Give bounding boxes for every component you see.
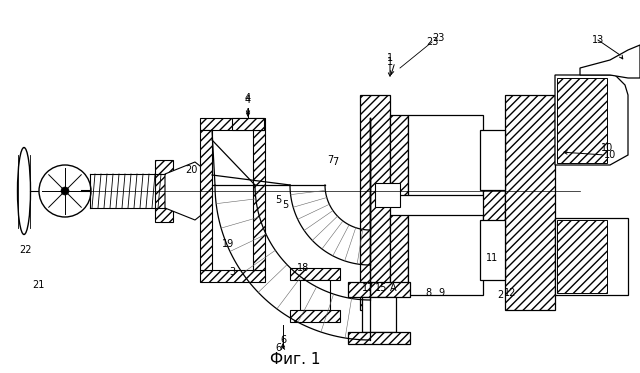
Bar bbox=[360, 95, 390, 310]
Text: 21: 21 bbox=[32, 280, 44, 290]
Bar bbox=[408, 120, 423, 190]
Bar bbox=[375, 183, 400, 207]
Bar bbox=[462, 220, 477, 290]
Text: 22: 22 bbox=[19, 245, 31, 255]
Text: 6: 6 bbox=[280, 335, 286, 345]
Text: 23: 23 bbox=[432, 33, 444, 43]
Polygon shape bbox=[165, 162, 205, 220]
Text: 7: 7 bbox=[332, 157, 338, 167]
Text: 13: 13 bbox=[592, 35, 604, 45]
Bar bbox=[362, 297, 396, 332]
Bar bbox=[348, 332, 410, 344]
Bar bbox=[290, 268, 340, 280]
Text: 17: 17 bbox=[362, 283, 374, 293]
Bar bbox=[426, 120, 441, 190]
Bar bbox=[300, 280, 330, 310]
Bar bbox=[155, 160, 173, 222]
Bar bbox=[557, 78, 607, 163]
Bar bbox=[483, 150, 505, 260]
Text: 18: 18 bbox=[297, 263, 309, 273]
Text: 2: 2 bbox=[497, 290, 503, 300]
Bar bbox=[200, 270, 265, 282]
Bar bbox=[253, 130, 265, 270]
Text: 3: 3 bbox=[229, 267, 235, 277]
Bar bbox=[480, 220, 505, 280]
Text: 19: 19 bbox=[222, 239, 234, 249]
Bar bbox=[408, 115, 483, 195]
Text: 9: 9 bbox=[438, 288, 444, 298]
Bar bbox=[444, 120, 459, 190]
Text: 10: 10 bbox=[601, 143, 613, 153]
Bar bbox=[426, 220, 441, 290]
Text: A: A bbox=[390, 283, 396, 293]
Ellipse shape bbox=[17, 147, 31, 235]
Text: 12: 12 bbox=[504, 288, 516, 298]
Bar bbox=[408, 215, 483, 295]
Bar bbox=[200, 130, 212, 270]
Circle shape bbox=[61, 187, 69, 195]
Polygon shape bbox=[580, 45, 640, 78]
Text: 7: 7 bbox=[327, 155, 333, 165]
Bar bbox=[462, 120, 477, 190]
Text: 4: 4 bbox=[245, 93, 251, 103]
Text: 1: 1 bbox=[387, 57, 393, 67]
Bar bbox=[390, 115, 408, 195]
Text: 1: 1 bbox=[387, 53, 393, 63]
Circle shape bbox=[39, 165, 91, 217]
Bar bbox=[505, 95, 555, 310]
Bar bbox=[444, 220, 459, 290]
Polygon shape bbox=[555, 218, 628, 295]
Text: 5: 5 bbox=[282, 200, 288, 210]
Text: 8: 8 bbox=[425, 288, 431, 298]
Bar bbox=[290, 310, 340, 322]
Bar bbox=[232, 118, 264, 130]
Bar bbox=[390, 215, 408, 295]
Text: Фиг. 1: Фиг. 1 bbox=[269, 352, 320, 367]
Text: 10: 10 bbox=[604, 150, 616, 160]
Text: 11: 11 bbox=[486, 253, 498, 263]
Text: 4: 4 bbox=[245, 95, 251, 105]
Text: 15: 15 bbox=[375, 283, 387, 293]
Text: 20: 20 bbox=[185, 165, 197, 175]
Bar bbox=[200, 118, 265, 130]
Text: 5: 5 bbox=[275, 195, 281, 205]
Bar bbox=[557, 220, 607, 293]
Text: 6: 6 bbox=[275, 343, 281, 353]
Bar bbox=[480, 130, 505, 190]
Polygon shape bbox=[555, 75, 628, 165]
Text: 23: 23 bbox=[426, 37, 438, 47]
Bar bbox=[348, 282, 410, 297]
Bar bbox=[408, 220, 423, 290]
